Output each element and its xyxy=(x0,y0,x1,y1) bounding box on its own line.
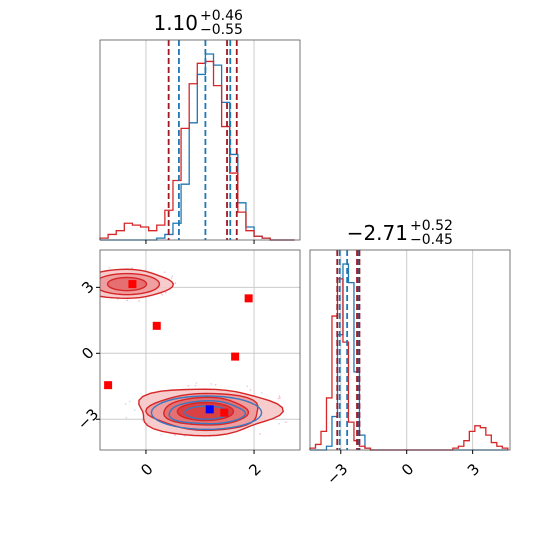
panel-hist-param-2: −3 0 3 −2.71 +0.52−0.45 xyxy=(309,218,511,488)
sample-dot xyxy=(210,383,213,385)
sample-dot xyxy=(131,267,133,269)
sample-dot xyxy=(246,385,249,387)
sample-dot xyxy=(277,397,280,400)
red-marker xyxy=(244,294,253,303)
y-tick-label: −3 xyxy=(74,405,102,433)
y-tick-label: 0 xyxy=(78,344,97,363)
sample-dot xyxy=(124,403,127,405)
sample-dot xyxy=(171,275,174,277)
sample-dot xyxy=(174,434,176,437)
sample-dot xyxy=(141,419,144,421)
title-upper-error: +0.52 xyxy=(410,218,453,234)
red-marker xyxy=(128,280,137,289)
sample-dot xyxy=(249,389,252,391)
sample-dot xyxy=(261,392,263,394)
sample-dot xyxy=(97,277,99,279)
y-tick-label: 3 xyxy=(78,278,97,297)
sample-dot xyxy=(128,400,131,403)
title-lower-error: −0.55 xyxy=(200,22,243,38)
red-marker xyxy=(231,352,240,361)
red-marker xyxy=(104,381,113,390)
panel-joint-1-2: 0 2 −3 0 3 xyxy=(74,249,301,480)
x-tick-label: 2 xyxy=(245,460,264,479)
sample-dot xyxy=(214,384,217,386)
x-tick-label: −3 xyxy=(323,460,351,488)
x-tick-label: 0 xyxy=(398,460,417,479)
blue-contour-level-2 xyxy=(168,400,246,425)
sample-dot xyxy=(164,291,167,294)
sample-dot xyxy=(170,277,173,279)
axes-frame xyxy=(309,249,511,451)
sample-dot xyxy=(76,288,78,290)
blue-contour-level-1 xyxy=(150,395,263,431)
contour-layer xyxy=(74,266,287,437)
sample-dot xyxy=(259,433,261,435)
blue-contour-level-3 xyxy=(184,405,229,420)
blue-marker xyxy=(205,405,214,414)
sample-dot xyxy=(285,421,287,424)
sample-dot xyxy=(278,395,281,397)
sample-dot xyxy=(92,275,94,277)
panel-hist-param-1: 1.10 +0.46−0.55 xyxy=(99,8,301,244)
sample-dot xyxy=(96,279,98,281)
sample-dot xyxy=(75,279,77,281)
sample-dot xyxy=(95,283,97,285)
sample-dot xyxy=(138,300,140,302)
sample-dot xyxy=(133,409,136,411)
title-lower-error: −0.45 xyxy=(410,232,453,248)
title-median: 1.10 xyxy=(153,11,198,35)
sample-dot xyxy=(194,384,197,387)
red-contour-mode2-level-3 xyxy=(106,276,148,292)
sample-dot xyxy=(108,266,111,269)
x-tick-label: 3 xyxy=(464,460,483,479)
sample-dot xyxy=(160,433,162,436)
sample-dot xyxy=(163,271,166,273)
title-upper-error: +0.46 xyxy=(200,8,243,24)
title-median: −2.71 xyxy=(347,221,408,245)
sample-dot xyxy=(174,282,177,285)
red-marker xyxy=(220,408,229,417)
sample-dot xyxy=(278,422,281,425)
sample-dot xyxy=(195,382,198,384)
axes-frame xyxy=(99,39,301,241)
sample-dot xyxy=(90,278,92,280)
sample-dot xyxy=(126,299,129,302)
sample-dot xyxy=(74,280,76,282)
sample-dot xyxy=(75,288,77,290)
sample-dot xyxy=(125,416,128,419)
sample-dot xyxy=(161,293,163,296)
histogram-series-2 xyxy=(99,60,295,241)
x-tick-label: 0 xyxy=(137,460,156,479)
axes-frame xyxy=(99,249,301,451)
sample-dot xyxy=(93,296,95,298)
sample-dot xyxy=(144,269,147,271)
sample-dot xyxy=(279,397,281,399)
sample-dot xyxy=(187,385,190,387)
red-marker xyxy=(152,321,161,330)
